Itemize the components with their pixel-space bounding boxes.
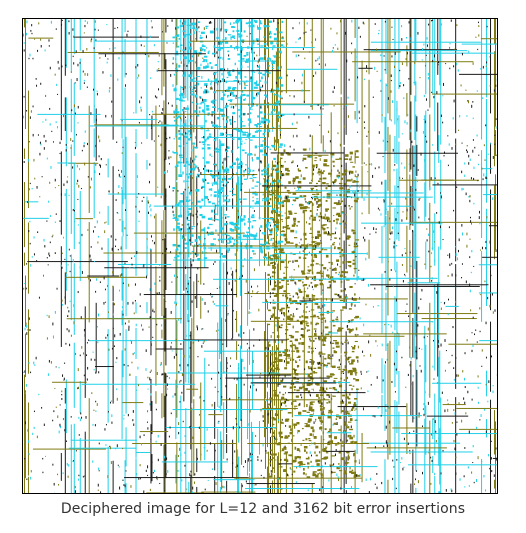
deciphered-image-canvas (23, 19, 497, 493)
deciphered-image (22, 18, 498, 494)
figure-caption: Deciphered image for L=12 and 3162 bit e… (60, 501, 466, 517)
